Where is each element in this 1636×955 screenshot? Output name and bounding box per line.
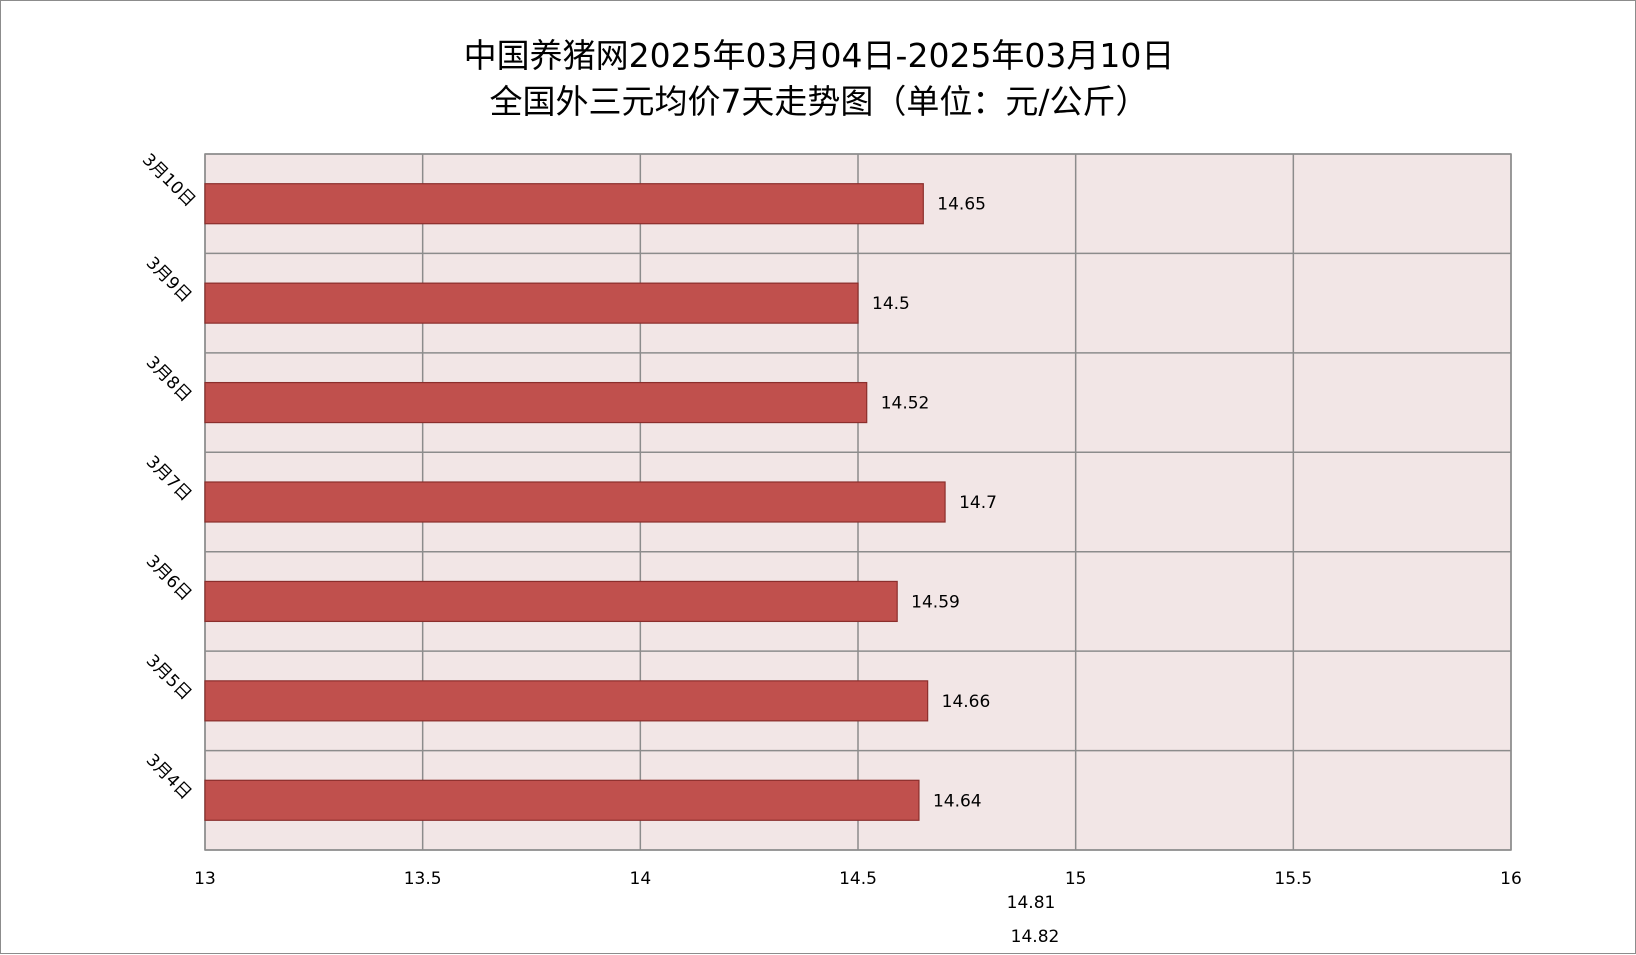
bar bbox=[204, 381, 868, 424]
category-label: 3月8日 bbox=[142, 353, 195, 406]
data-labels: 14.65 14.5 14.52 14.7 14.59 14.66 14.64 bbox=[872, 195, 997, 812]
category-label: 3月5日 bbox=[142, 651, 195, 704]
x-tick-label: 13 bbox=[194, 869, 216, 889]
x-tick-label: 15 bbox=[1065, 869, 1087, 889]
category-label: 3月6日 bbox=[142, 551, 195, 604]
chart-title-line-2: 全国外三元均价7天走势图（单位：元/公斤） bbox=[489, 82, 1148, 121]
bar bbox=[204, 481, 946, 523]
gridlines bbox=[204, 153, 1512, 851]
chart-title-line-1: 中国养猪网2025年03月04日-2025年03月10日 bbox=[464, 36, 1175, 75]
x-tick-label: 14.5 bbox=[839, 869, 877, 889]
data-label: 14.7 bbox=[959, 493, 997, 513]
extra-labels: 14.81 14.82 bbox=[1007, 893, 1060, 947]
extra-value-label: 14.81 bbox=[1007, 893, 1056, 913]
value-axis-tick-labels: 13 13.5 14 14.5 15 15.5 16 bbox=[194, 869, 1522, 889]
data-label: 14.66 bbox=[942, 692, 991, 712]
category-axis-labels: 3月10日 3月9日 3月8日 3月7日 3月6日 3月5日 3月4日 bbox=[138, 150, 199, 804]
x-tick-label: 15.5 bbox=[1274, 869, 1312, 889]
data-label: 14.5 bbox=[872, 294, 910, 314]
x-tick-label: 16 bbox=[1500, 869, 1522, 889]
x-tick-label: 14 bbox=[630, 869, 652, 889]
category-label: 3月9日 bbox=[142, 253, 195, 306]
data-label: 14.52 bbox=[881, 394, 930, 414]
data-label: 14.59 bbox=[911, 592, 960, 612]
bars bbox=[204, 183, 946, 821]
bar bbox=[204, 580, 898, 623]
bar bbox=[204, 779, 920, 821]
x-tick-label: 13.5 bbox=[404, 869, 442, 889]
data-label: 14.65 bbox=[937, 195, 986, 215]
extra-value-label: 14.82 bbox=[1011, 927, 1060, 947]
bar bbox=[204, 680, 929, 722]
category-label: 3月10日 bbox=[138, 150, 199, 211]
category-label: 3月7日 bbox=[142, 452, 195, 505]
bar bbox=[204, 282, 859, 324]
data-label: 14.64 bbox=[933, 791, 982, 811]
bar bbox=[204, 183, 924, 225]
category-label: 3月4日 bbox=[142, 750, 195, 803]
